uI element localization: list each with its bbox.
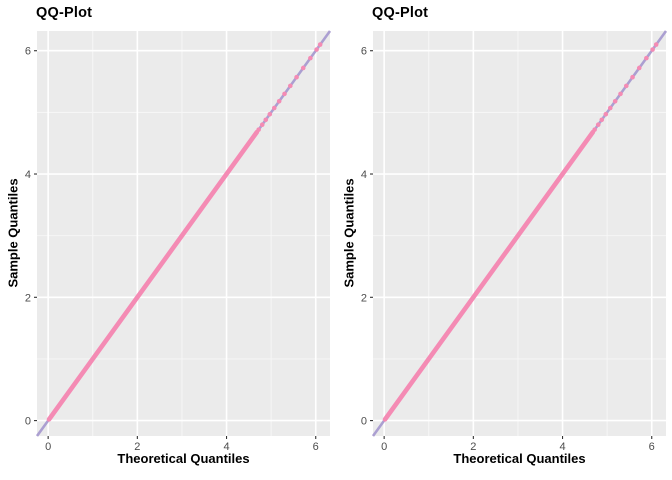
qq-point [636,65,642,71]
qq-point [595,122,601,127]
qq-point [650,47,655,52]
y-axis-title: Sample Quantiles [341,178,357,288]
qq-point [256,127,261,132]
qq-point [599,117,605,123]
y-tick-label: 0 [25,416,31,428]
x-tick-label: 6 [313,441,319,453]
y-axis-title: Sample Quantiles [5,178,21,288]
qq-point [314,47,319,52]
x-axis-title: Theoretical Quantiles [453,451,586,466]
x-axis-title: Theoretical Quantiles [117,451,250,466]
y-tick-label: 4 [361,169,367,181]
qq-point [630,74,635,80]
qq-point [294,74,299,80]
qq-points-band [382,129,596,422]
qq-plot-left: 0 0 2 2 4 4 6 6 QQ-Plot Theoretical Quantiles S… [5,5,332,466]
y-tick-label: 6 [25,46,31,58]
x-tick-label: 4 [223,441,229,453]
x-tick-label: 2 [470,441,476,453]
qq-point [263,117,269,123]
qq-point [612,98,618,104]
x-tick-label: 2 [134,441,140,453]
y-tick-label: 6 [361,46,367,58]
y-tick-label: 0 [361,416,367,428]
qq-point [644,55,649,61]
x-tick-label: 0 [45,441,51,453]
qq-point [317,42,323,47]
qq-point [603,111,609,117]
plot-title: QQ-Plot [36,5,93,21]
qq-point [624,83,629,89]
qq-point [288,83,293,89]
y-tick-label: 4 [25,169,31,181]
x-tick-label: 6 [649,441,655,453]
qq-point [300,65,306,71]
qq-point [276,98,282,104]
qq-point [271,105,277,111]
y-tick-label: 2 [361,292,367,304]
qq-point [607,105,613,111]
x-tick-label: 4 [559,441,565,453]
qq-point [618,91,623,97]
plot-panel-right: 0 0 2 2 4 4 6 6 [361,30,668,453]
qq-point [592,127,597,132]
qq-point [653,42,659,47]
qq-plot-right: 0 0 2 2 4 4 6 6 QQ-Plot Theoretical Quantiles S… [336,0,672,480]
qq-points-band [46,129,260,422]
x-tick-label: 0 [381,441,387,453]
qq-point [267,111,273,117]
qq-point [259,122,265,127]
qq-point [282,91,287,97]
plot-title: QQ-Plot [372,5,429,21]
plot-panel-left: 0 0 2 2 4 4 6 6 [25,30,332,453]
y-tick-label: 2 [25,292,31,304]
qq-point [308,55,313,61]
